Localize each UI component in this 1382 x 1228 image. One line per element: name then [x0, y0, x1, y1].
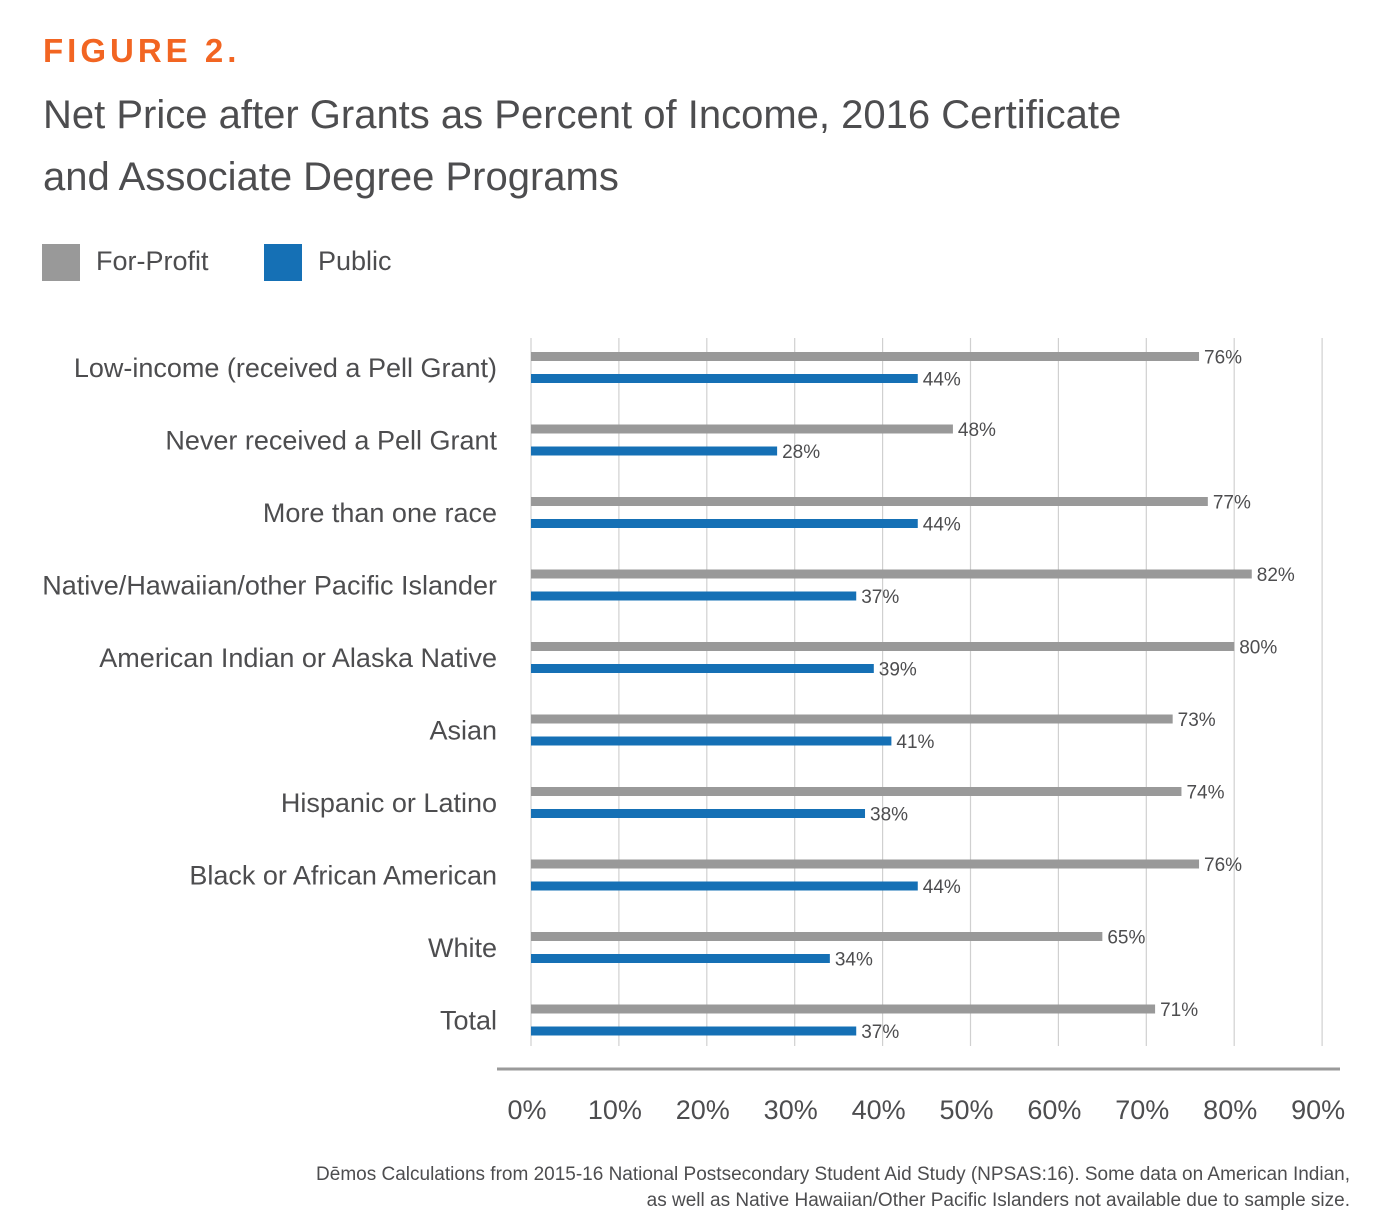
footnote: Dēmos Calculations from 2015-16 National… — [100, 1162, 1350, 1214]
bar-for-profit — [531, 497, 1208, 506]
category-label: Never received a Pell Grant — [165, 426, 497, 456]
x-tick-label: 50% — [939, 1095, 993, 1125]
x-tick-label: 40% — [852, 1095, 906, 1125]
x-tick-label: 10% — [588, 1095, 642, 1125]
legend-label-for-profit: For-Profit — [96, 246, 209, 276]
category-label: Hispanic or Latino — [281, 788, 497, 818]
chart-title-line-2: and Associate Degree Programs — [43, 155, 619, 199]
bar-public — [531, 519, 918, 528]
bar-public — [531, 591, 857, 601]
bar-for-profit — [531, 569, 1252, 579]
bar-public — [531, 446, 778, 456]
data-label: 37% — [861, 587, 899, 608]
x-tick-label: 60% — [1027, 1095, 1081, 1125]
legend-swatch-for-profit — [42, 244, 80, 281]
category-label: White — [428, 933, 497, 963]
bar-for-profit — [531, 714, 1173, 724]
bar-public — [531, 809, 866, 818]
data-label: 48% — [958, 420, 996, 441]
data-label: 82% — [1257, 565, 1295, 586]
x-tick-label: 30% — [764, 1095, 818, 1125]
bar-for-profit — [531, 932, 1103, 941]
legend-label-public: Public — [318, 246, 392, 276]
data-label: 80% — [1239, 638, 1277, 659]
data-label: 73% — [1178, 710, 1216, 731]
bar-public — [531, 664, 874, 673]
footnote-line-2: as well as Native Hawaiian/Other Pacific… — [646, 1190, 1350, 1211]
category-label: Black or African American — [189, 861, 497, 891]
data-label: 44% — [923, 515, 961, 536]
x-tick-label: 80% — [1203, 1095, 1257, 1125]
bar-for-profit — [531, 642, 1235, 651]
footnote-line-1: Dēmos Calculations from 2015-16 National… — [316, 1164, 1350, 1185]
data-label: 41% — [896, 732, 934, 753]
bar-for-profit — [531, 1004, 1156, 1014]
data-label: 39% — [879, 660, 917, 681]
data-label: 71% — [1160, 1000, 1198, 1021]
data-label: 28% — [782, 442, 820, 463]
x-tick-label: 90% — [1291, 1095, 1345, 1125]
bar-for-profit — [531, 424, 953, 434]
chart-title-line-1: Net Price after Grants as Percent of Inc… — [43, 93, 1122, 137]
chart-title: Net Price after Grants as Percent of Inc… — [43, 84, 1303, 208]
data-label: 44% — [923, 877, 961, 898]
bar-public — [531, 736, 892, 746]
data-label: 34% — [835, 950, 873, 971]
data-label: 76% — [1204, 348, 1242, 369]
figure-label: FIGURE 2. — [43, 32, 241, 69]
x-tick-label: 0% — [507, 1095, 546, 1125]
category-label: Native/Hawaiian/other Pacific Islander — [42, 571, 497, 601]
data-label: 77% — [1213, 493, 1251, 514]
bar-public — [531, 954, 830, 963]
x-tick-label: 70% — [1115, 1095, 1169, 1125]
category-label: Asian — [429, 716, 497, 746]
data-label: 37% — [861, 1022, 899, 1043]
category-label: Low-income (received a Pell Grant) — [74, 353, 497, 383]
bar-public — [531, 1026, 857, 1036]
category-label: American Indian or Alaska Native — [99, 643, 497, 673]
data-label: 76% — [1204, 855, 1242, 876]
bar-for-profit — [531, 859, 1200, 869]
category-label: More than one race — [263, 498, 497, 528]
bar-public — [531, 374, 918, 383]
category-label: Total — [440, 1006, 497, 1036]
bar-for-profit — [531, 352, 1200, 361]
legend-swatch-public — [264, 244, 302, 281]
data-label: 74% — [1186, 783, 1224, 804]
data-label: 44% — [923, 370, 961, 391]
x-tick-label: 20% — [676, 1095, 730, 1125]
bar-public — [531, 881, 918, 891]
data-label: 65% — [1107, 928, 1145, 949]
bar-for-profit — [531, 787, 1182, 796]
data-label: 38% — [870, 805, 908, 826]
